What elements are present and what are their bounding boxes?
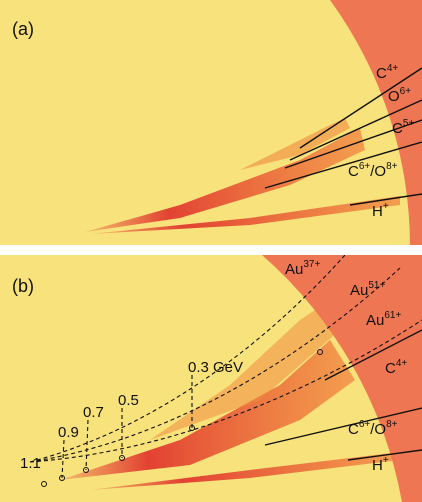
energy-label: 0.9 [58,424,79,441]
ion-label: Au37+ [285,259,320,278]
panel-a [0,0,422,245]
panel-label: (b) [12,276,34,296]
ion-label: C6+/O8+ [348,419,398,438]
ion-label: H+ [372,201,389,220]
ion-label: C5+ [392,118,414,137]
ion-label: C6+/O8+ [348,161,398,180]
ion-label: O6+ [388,86,411,105]
energy-label: 1.1 [20,455,41,472]
ion-label: H+ [372,455,389,474]
energy-label: 0.3 GeV [188,359,243,376]
energy-label: 0.7 [83,404,104,421]
energy-label: 0.5 [118,392,139,409]
ion-label: Au61+ [366,310,401,329]
ion-label: Au51+ [350,280,385,299]
ion-label: C4+ [385,358,407,377]
ion-label: C4+ [376,63,398,82]
panel-label: (a) [12,19,34,39]
panel-b [0,255,422,502]
